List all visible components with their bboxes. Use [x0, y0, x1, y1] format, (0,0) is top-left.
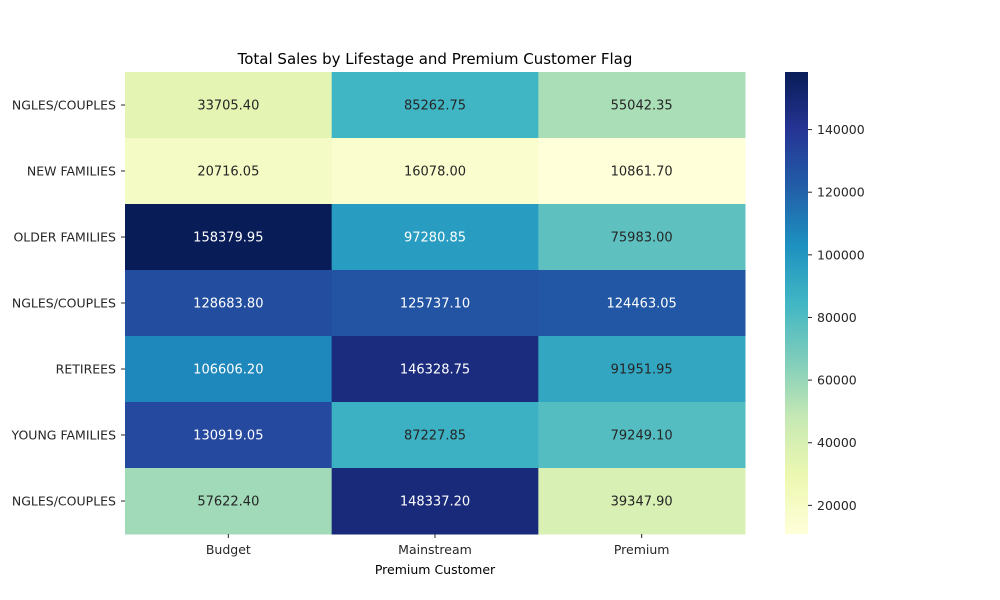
heatmap-cell — [331, 402, 539, 469]
cell-value-label: 85262.75 — [404, 99, 466, 114]
heatmap-cell — [538, 204, 746, 271]
cell-value-label: 125737.10 — [400, 297, 470, 312]
y-tick-label: NGLES/COUPLES — [12, 296, 116, 311]
colorbar-gradient — [785, 72, 808, 534]
y-tick-label: NGLES/COUPLES — [12, 98, 116, 113]
cell-value-label: 39347.90 — [611, 495, 673, 510]
x-tick-label: Premium — [614, 542, 670, 557]
cell-value-label: 75983.00 — [611, 231, 673, 246]
heatmap-cell — [331, 270, 539, 337]
chart-title: Total Sales by Lifestage and Premium Cus… — [237, 50, 633, 68]
y-tick-label: NEW FAMILIES — [27, 164, 116, 179]
heatmap-cell — [538, 468, 746, 535]
cell-value-label: 106606.20 — [193, 363, 263, 378]
cell-value-label: 124463.05 — [607, 297, 677, 312]
heatmap-cell — [331, 138, 539, 205]
colorbar: 20000 40000 60000 80000 100000 120000 140000 — [785, 72, 865, 534]
cell-value-label: 97280.85 — [404, 231, 466, 246]
colorbar-tick-label: 40000 — [817, 435, 857, 450]
cell-value-label: 57622.40 — [197, 495, 259, 510]
heatmap-cell — [331, 468, 539, 535]
heatmap-cell — [538, 402, 746, 469]
cell-value-label: 91951.95 — [611, 363, 673, 378]
colorbar-tick-label: 60000 — [817, 373, 857, 388]
heatmap-cell — [125, 468, 333, 535]
heatmap-cell — [125, 270, 333, 337]
heatmap-cell — [538, 336, 746, 403]
heatmap-cell — [125, 204, 333, 271]
heatmap-cell — [331, 72, 539, 139]
cell-value-label: 55042.35 — [611, 99, 673, 114]
cell-value-label: 16078.00 — [404, 165, 466, 180]
colorbar-tick-label: 20000 — [817, 498, 857, 513]
y-tick-label: OLDER FAMILIES — [13, 230, 116, 245]
cell-value-label: 130919.05 — [193, 429, 263, 444]
cell-value-label: 33705.40 — [197, 99, 259, 114]
x-axis: Budget Mainstream Premium — [206, 534, 670, 557]
heatmap-cell — [538, 138, 746, 205]
y-tick-label: RETIREES — [56, 362, 116, 377]
heatmap-cell — [125, 138, 333, 205]
heatmap-cell — [125, 336, 333, 403]
colorbar-tick-label: 140000 — [817, 122, 865, 137]
x-tick-label: Mainstream — [398, 542, 472, 557]
colorbar-tick-label: 120000 — [817, 185, 865, 200]
x-tick-label: Budget — [206, 542, 251, 557]
cell-value-label: 20716.05 — [197, 165, 259, 180]
cell-value-label: 10861.70 — [611, 165, 673, 180]
heatmap-cell — [331, 336, 539, 403]
heatmap-cell — [125, 72, 333, 139]
heatmap-cells: 33705.40 85262.75 55042.35 20716.05 16078.00… — [125, 72, 746, 535]
cell-value-label: 146328.75 — [400, 363, 470, 378]
colorbar-tick-label: 80000 — [817, 310, 857, 325]
colorbar-tick-label: 100000 — [817, 247, 865, 262]
cell-value-label: 128683.80 — [193, 297, 263, 312]
heatmap-cell — [125, 402, 333, 469]
heatmap-cell — [538, 270, 746, 337]
y-axis: NGLES/COUPLES NEW FAMILIES OLDER FAMILIES N… — [11, 98, 125, 509]
cell-value-label: 87227.85 — [404, 429, 466, 444]
y-tick-label: YOUNG FAMILIES — [11, 428, 117, 443]
heatmap-cell — [538, 72, 746, 139]
y-tick-label: NGLES/COUPLES — [12, 494, 116, 509]
heatmap-cell — [331, 204, 539, 271]
cell-value-label: 158379.95 — [193, 231, 263, 246]
x-axis-label: Premium Customer — [375, 562, 496, 577]
cell-value-label: 79249.10 — [611, 429, 673, 444]
cell-value-label: 148337.20 — [400, 495, 470, 510]
